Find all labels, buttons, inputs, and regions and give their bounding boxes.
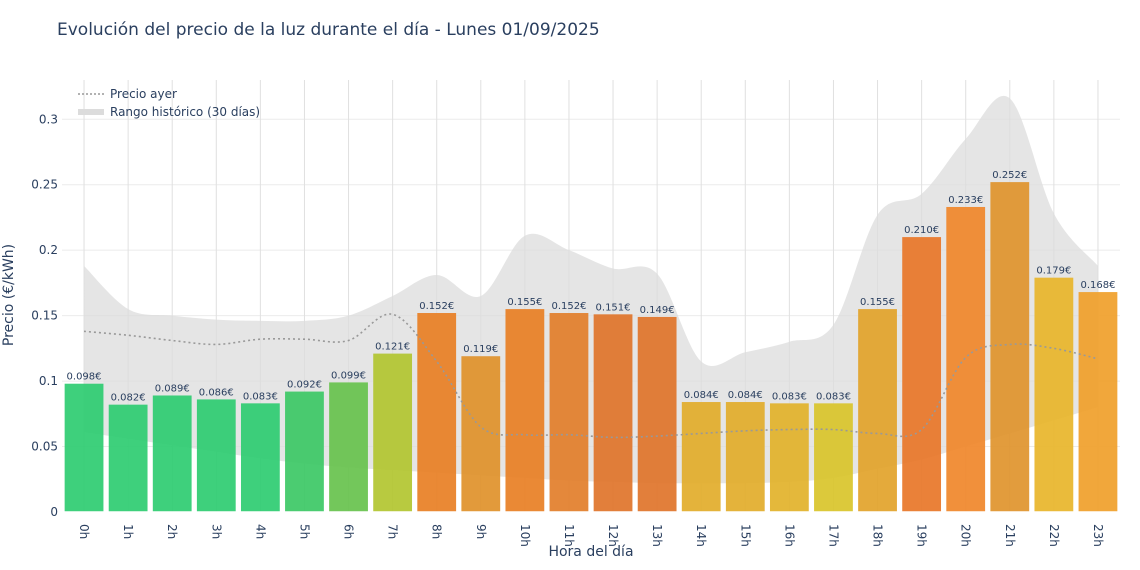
x-tick-label: 7h (386, 524, 400, 539)
x-tick-label: 3h (209, 524, 223, 539)
x-tick-label: 1h (121, 524, 135, 539)
bar-data-label: 0.152€ (419, 301, 454, 312)
x-tick-label: 13h (650, 524, 664, 547)
bar-data-label: 0.084€ (684, 390, 719, 401)
price-bar (902, 237, 942, 512)
price-bar (1078, 292, 1118, 512)
y-tick-label: 0.25 (31, 178, 58, 192)
bar-data-label: 0.233€ (948, 195, 983, 206)
x-tick-label: 9h (474, 524, 488, 539)
x-tick-label: 23h (1091, 524, 1105, 547)
price-bar (505, 309, 545, 512)
bar-data-label: 0.179€ (1036, 266, 1071, 277)
legend-band-swatch (78, 109, 104, 115)
historic-range-area (84, 95, 1098, 484)
bar-data-label: 0.089€ (155, 383, 190, 394)
price-bar (373, 353, 413, 512)
bar-data-label: 0.083€ (243, 391, 278, 402)
x-tick-label: 4h (253, 524, 267, 539)
price-bar (990, 182, 1030, 513)
bar-data-label: 0.082€ (111, 393, 146, 404)
yesterday-line-path (83, 313, 1099, 439)
bar-data-label: 0.155€ (860, 297, 895, 308)
yesterday-price-line (83, 313, 1099, 439)
y-tick-label: 0.1 (39, 374, 58, 388)
x-tick-label: 10h (518, 524, 532, 547)
price-bar (946, 206, 986, 512)
x-tick-label: 0h (77, 524, 91, 539)
bar-data-label: 0.092€ (287, 380, 322, 391)
price-bar (285, 391, 324, 512)
bar-data-label: 0.155€ (507, 297, 542, 308)
price-bar (240, 403, 280, 512)
x-tick-label: 11h (562, 524, 576, 547)
price-bar (417, 313, 457, 512)
x-tick-label: 5h (297, 524, 311, 539)
bar-data-label: 0.168€ (1080, 280, 1115, 291)
x-tick-label: 19h (915, 524, 929, 547)
price-bar (814, 403, 853, 512)
price-bar (1034, 277, 1074, 512)
x-tick-label: 14h (694, 524, 708, 547)
x-tick-label: 12h (606, 524, 620, 547)
bar-layer (64, 182, 1118, 513)
bar-data-label: 0.098€ (67, 372, 102, 383)
historic-range-band (84, 95, 1098, 484)
price-bar (329, 382, 368, 512)
price-bar (593, 314, 633, 512)
bar-data-label: 0.086€ (199, 387, 234, 398)
price-bar (196, 399, 236, 512)
bar-data-label: 0.149€ (640, 305, 675, 316)
bar-data-label: 0.083€ (816, 391, 851, 402)
axis-layer: 0 0.05 0.1 0.15 0.2 0.25 0.3 0h 1h 2h 3h 4h 5h 6h 7h 8h… (31, 112, 1120, 547)
price-bar (108, 404, 148, 512)
y-tick-label: 0.05 (31, 440, 58, 454)
y-tick-label: 0.2 (39, 243, 58, 257)
x-tick-label: 8h (430, 524, 444, 539)
x-tick-label: 15h (738, 524, 752, 547)
price-bar (769, 403, 809, 512)
x-tick-label: 17h (826, 524, 840, 547)
price-bar (64, 383, 104, 512)
bar-data-label: 0.210€ (904, 225, 939, 236)
x-tick-label: 22h (1047, 524, 1061, 547)
price-bar (858, 309, 897, 512)
price-bar (725, 402, 765, 512)
x-tick-label: 6h (342, 524, 356, 539)
legend-entry-rango-historico: Rango histórico (30 días) (110, 105, 260, 119)
bar-data-label: 0.152€ (551, 301, 586, 312)
x-tick-label: 18h (871, 524, 885, 547)
data-label-layer: 0.098€ 0.082€ 0.089€ 0.086€ 0.083€ 0.092€ 0.09… (67, 170, 1116, 404)
price-bar (152, 395, 192, 512)
bar-data-label: 0.252€ (992, 170, 1027, 181)
x-tick-label: 16h (782, 524, 796, 547)
y-axis-title: Precio (€/kWh) (1, 244, 17, 346)
price-bar (549, 313, 589, 512)
price-bar (637, 316, 677, 512)
price-bar (461, 356, 501, 512)
bar-data-label: 0.083€ (772, 391, 807, 402)
x-axis-title: Hora del día (548, 544, 633, 560)
bar-data-label: 0.151€ (596, 302, 631, 313)
y-tick-label: 0.3 (39, 112, 58, 126)
y-tick-label: 0.15 (31, 309, 58, 323)
chart-title: Evolución del precio de la luz durante e… (57, 20, 600, 40)
x-tick-label: 2h (165, 524, 179, 539)
x-tick-label: 20h (959, 524, 973, 547)
x-tick-label: 21h (1003, 524, 1017, 547)
bar-data-label: 0.084€ (728, 390, 763, 401)
legend: Precio ayer Rango histórico (30 días) (78, 87, 260, 119)
legend-entry-precio-ayer: Precio ayer (110, 87, 177, 101)
bar-data-label: 0.121€ (375, 342, 410, 353)
bar-data-label: 0.119€ (463, 344, 498, 355)
price-bar (681, 402, 721, 512)
bar-data-label: 0.099€ (331, 370, 366, 381)
y-tick-label: 0 (50, 505, 58, 519)
